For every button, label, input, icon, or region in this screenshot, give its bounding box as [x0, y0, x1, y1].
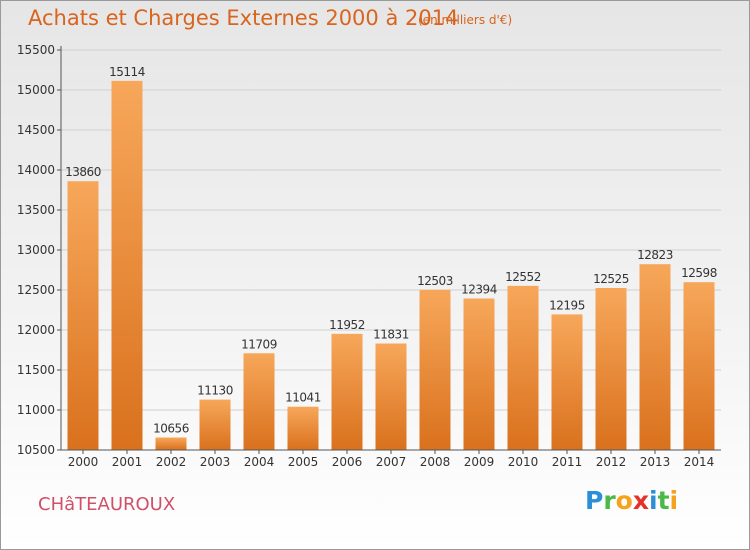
x-tick-label: 2004 — [244, 455, 275, 469]
data-label: 12823 — [637, 248, 673, 262]
y-tick-label: 15500 — [17, 43, 55, 57]
bar-2013 — [639, 264, 671, 450]
logo-letter: r — [603, 486, 616, 515]
x-tick-label: 2009 — [464, 455, 495, 469]
y-tick-label: 12000 — [17, 323, 55, 337]
data-label: 15114 — [109, 65, 145, 79]
x-tick-label: 2000 — [68, 455, 99, 469]
data-label: 11831 — [373, 328, 409, 342]
x-tick-label: 2010 — [508, 455, 539, 469]
x-tick-label: 2001 — [112, 455, 143, 469]
data-label: 12598 — [681, 266, 717, 280]
y-tick-label: 15000 — [17, 83, 55, 97]
data-label: 11709 — [241, 337, 277, 351]
logo-letter: i — [669, 486, 679, 515]
chart-title: Achats et Charges Externes 2000 à 2014 — [28, 6, 459, 30]
x-tick-label: 2012 — [596, 455, 627, 469]
x-tick-label: 2013 — [640, 455, 671, 469]
bar-2006 — [331, 333, 363, 450]
city-name: CHâTEAUROUX — [38, 494, 176, 515]
proxiti-logo[interactable]: Proxiti — [585, 486, 678, 515]
x-tick-label: 2007 — [376, 455, 407, 469]
y-tick-label: 10500 — [17, 443, 55, 457]
bar-2008 — [419, 289, 451, 450]
data-label: 12195 — [549, 298, 585, 312]
data-label: 12394 — [461, 282, 497, 296]
y-tick-label: 11000 — [17, 403, 55, 417]
logo-letter: o — [615, 486, 633, 515]
bar-2012 — [595, 288, 627, 450]
x-tick-label: 2003 — [200, 455, 231, 469]
data-label: 12525 — [593, 272, 629, 286]
bar-2009 — [463, 298, 495, 450]
bar-2003 — [199, 399, 231, 450]
bar-2011 — [551, 314, 583, 450]
logo-letter: i — [649, 486, 658, 515]
bar-2000 — [67, 181, 99, 450]
axes: 10500 11000 11500 12000 12500 13000 13500 14000… — [17, 43, 721, 469]
y-tick-label: 13000 — [17, 243, 55, 257]
data-label: 10656 — [153, 422, 189, 436]
bar-2002 — [155, 437, 187, 450]
x-tick-label: 2006 — [332, 455, 363, 469]
bar-2014 — [683, 282, 715, 450]
bar-2005 — [287, 406, 319, 450]
data-label: 11041 — [285, 391, 321, 405]
data-label: 12552 — [505, 270, 541, 284]
x-tick-label: 2014 — [684, 455, 715, 469]
bar-2004 — [243, 353, 275, 450]
bars — [67, 80, 715, 450]
logo-letter: t — [657, 486, 670, 515]
x-tick-label: 2002 — [156, 455, 187, 469]
y-tick-label: 11500 — [17, 363, 55, 377]
y-tick-label: 12500 — [17, 283, 55, 297]
x-tick-label: 2005 — [288, 455, 319, 469]
x-tick-label: 2008 — [420, 455, 451, 469]
logo-letter: x — [632, 486, 649, 515]
y-tick-label: 14500 — [17, 123, 55, 137]
x-tick-label: 2011 — [552, 455, 583, 469]
chart-subtitle: (en milliers d'€) — [418, 13, 513, 27]
data-label: 11130 — [197, 384, 233, 398]
logo-letter: P — [585, 486, 604, 515]
bar-2010 — [507, 285, 539, 450]
bar-2001 — [111, 80, 143, 450]
bar-2007 — [375, 343, 407, 450]
y-tick-label: 13500 — [17, 203, 55, 217]
data-labels: 13860 15114 10656 11130 11709 11041 11952 11831… — [65, 65, 717, 436]
data-label: 13860 — [65, 165, 101, 179]
y-tick-label: 14000 — [17, 163, 55, 177]
data-label: 12503 — [417, 274, 453, 288]
data-label: 11952 — [329, 318, 365, 332]
